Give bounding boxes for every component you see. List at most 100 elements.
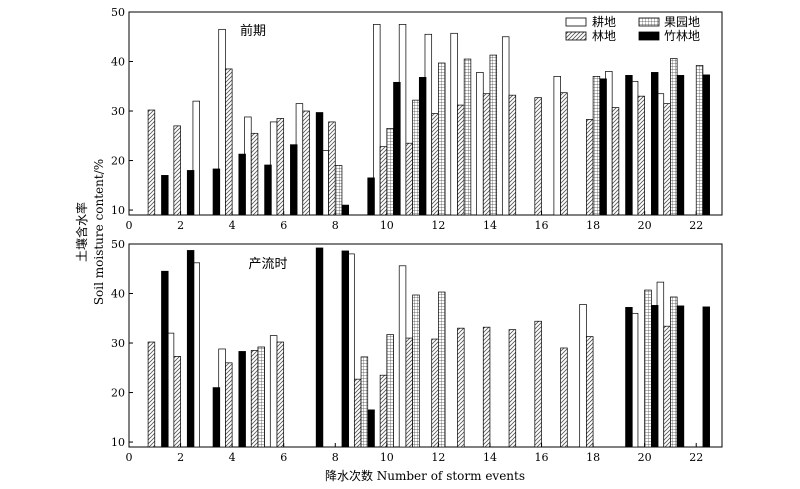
bar-top-orchard-22 [695,65,704,216]
x-tick-label-bottom-12: 12 [431,451,445,464]
x-tick-label-bottom-8: 8 [332,451,339,464]
bar-bottom-forest-1 [147,341,156,448]
bar-top-forest-20 [637,95,646,216]
bar-bottom-forest-13 [457,327,465,448]
bar-bottom-bamboo-20 [651,305,659,448]
bar-top-forest-16 [534,97,542,216]
bar-top-forest-10 [379,146,388,216]
x-tick-label-bottom-10: 10 [380,451,394,464]
bar-bottom-forest-5 [250,350,259,448]
bar-top-bamboo-18 [599,78,607,216]
x-tick-label-top-14: 14 [483,219,497,232]
x-axis-title: 降水次数 Number of storm events [325,468,525,483]
bar-bottom-orchard-10 [386,334,394,448]
bar-bottom-orchard-9 [360,356,369,448]
panel-bottom: 10 20 30 40 50 0 2 4 6 8 10 12 14 16 18 20 22 产流时 [111,238,723,464]
x-tick-label-top-6: 6 [280,219,287,232]
legend-swatch-orchard [638,17,660,27]
bar-bottom-bamboo-3 [212,387,221,448]
x-tick-label-bottom-6: 6 [280,451,287,464]
panel-top-title: 前期 [240,23,266,39]
bar-bottom-forest-9 [353,378,362,448]
bar-top-orchard-11 [412,99,420,216]
x-tick-label-top-16: 16 [535,219,549,232]
bar-bottom-orchard-5 [257,346,265,448]
x-tick-label-bottom-16: 16 [535,451,549,464]
x-tick-label-bottom-14: 14 [483,451,497,464]
x-tick-label-bottom-2: 2 [177,451,184,464]
panel-top: 10 20 30 40 50 0 2 4 6 8 10 12 14 16 18 20 22 前期 [111,6,723,232]
bar-bottom-forest-10 [379,374,388,448]
bar-bottom-forest-11 [405,337,413,448]
bar-top-orchard-18 [592,76,601,216]
bar-top-orchard-10 [386,128,394,216]
bar-bottom-forest-18 [586,336,594,448]
bar-bottom-bamboo-8 [341,250,350,448]
bar-top-orchard-21 [670,58,678,216]
bar-bottom-orchard-12 [438,291,446,448]
yticks-top: 10 20 30 40 50 [111,6,133,217]
bar-bottom-forest-15 [508,329,517,448]
y-tick-label-top-30: 30 [111,105,125,118]
bar-bottom-forest-16 [534,320,542,448]
bar-top-bamboo-10 [393,81,401,216]
y-tick-label-bottom-40: 40 [111,288,125,301]
bar-bottom-forest-21 [663,325,671,448]
bar-top-orchard-14 [489,54,498,216]
bar-bottom-cropland-18 [579,304,587,448]
x-tick-label-bottom-22: 22 [689,451,703,464]
x-tick-label-top-22: 22 [689,219,703,232]
bar-bottom-bamboo-22 [702,306,710,448]
bar-top-forest-18 [586,119,594,216]
bar-top-bamboo-19 [625,75,633,216]
bar-top-forest-5 [250,132,259,216]
bar-top-cropland-10 [373,24,381,216]
bar-top-bamboo-22 [702,74,710,216]
y-axis-title-en: Soil moisture content/% [92,159,106,305]
legend: 耕地 果园地 林地 竹林地 [565,14,700,43]
bar-top-forest-15 [508,94,517,216]
x-tick-label-top-20: 20 [638,219,652,232]
bar-top-forest-6 [276,118,285,216]
bar-bottom-cropland-6 [269,335,278,448]
bar-top-forest-14 [482,93,491,216]
bar-bottom-forest-14 [482,326,491,448]
legend-swatch-cropland [565,17,587,27]
bar-top-cropland-14 [476,72,484,216]
y-tick-label-top-20: 20 [111,155,125,168]
legend-label-orchard: 果园地 [664,15,700,29]
bar-top-cropland-13 [450,32,458,216]
bar-bottom-forest-2 [173,356,181,448]
x-tick-label-top-18: 18 [586,219,600,232]
bar-top-forest-4 [225,68,233,216]
bar-top-forest-19 [611,107,620,216]
bar-top-bamboo-9 [367,177,375,216]
bar-top-bamboo-7 [315,112,324,216]
bar-top-bamboo-5 [264,164,272,216]
legend-swatch-bamboo [638,31,660,41]
x-tick-label-top-0: 0 [126,219,133,232]
bar-top-orchard-8 [334,165,343,216]
y-tick-label-bottom-20: 20 [111,387,125,400]
legend-label-cropland: 耕地 [592,14,616,29]
bar-top-forest-13 [457,104,465,216]
bar-bottom-orchard-21 [670,296,678,448]
y-tick-label-bottom-10: 10 [111,436,125,449]
x-tick-label-top-2: 2 [177,219,184,232]
bar-bottom-bamboo-7 [315,247,324,448]
bar-bottom-bamboo-4 [238,351,246,448]
bars-top [147,24,710,216]
bar-top-cropland-17 [553,76,561,216]
x-tick-label-bottom-18: 18 [586,451,600,464]
y-axis-title-cn: 土壤含水率 [74,202,89,262]
bar-top-cropland-15 [501,36,510,216]
bar-top-forest-7 [302,110,310,216]
bar-top-bamboo-11 [418,77,427,216]
bar-top-bamboo-21 [676,75,685,216]
y-tick-label-top-10: 10 [111,204,125,217]
bar-top-bamboo-6 [290,144,298,216]
legend-label-bamboo: 竹林地 [664,29,700,43]
bar-top-bamboo-1 [161,175,169,216]
bar-top-bamboo-2 [186,170,195,216]
